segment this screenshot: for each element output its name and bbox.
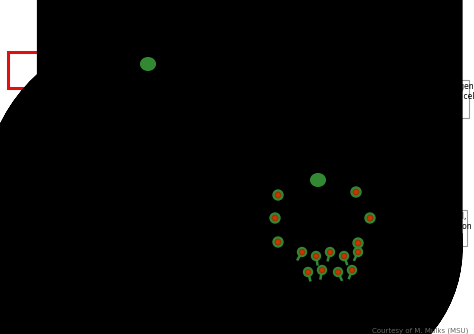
Ellipse shape <box>356 249 361 255</box>
Ellipse shape <box>318 266 327 275</box>
Ellipse shape <box>311 174 325 186</box>
Ellipse shape <box>347 266 356 275</box>
Ellipse shape <box>313 254 319 259</box>
Ellipse shape <box>355 240 361 246</box>
FancyBboxPatch shape <box>200 286 296 324</box>
Text: Replication of viral DNA and
destruction of bacterial DNA: Replication of viral DNA and destruction… <box>12 283 121 302</box>
Bar <box>8 122 108 148</box>
FancyBboxPatch shape <box>89 237 207 279</box>
Ellipse shape <box>305 270 310 275</box>
Ellipse shape <box>273 190 283 200</box>
Ellipse shape <box>300 249 304 255</box>
Bar <box>8 283 128 305</box>
Text: Replication of viral DNA and
destruction of bacterial DNA: Replication of viral DNA and destruction… <box>13 285 123 304</box>
Bar <box>385 80 469 118</box>
Ellipse shape <box>351 187 361 197</box>
Ellipse shape <box>275 192 281 198</box>
Ellipse shape <box>141 58 155 70</box>
Ellipse shape <box>273 237 283 247</box>
Ellipse shape <box>303 268 312 277</box>
Text: Virus capsid synthesis
and assembly: Virus capsid synthesis and assembly <box>347 283 433 302</box>
Ellipse shape <box>334 268 343 277</box>
Ellipse shape <box>353 238 363 248</box>
Bar <box>340 281 440 303</box>
Bar <box>8 281 126 303</box>
Bar <box>8 205 116 239</box>
Bar <box>383 210 467 246</box>
Text: Crossover and stable gene
transfer into recipient cell
chromosome: Crossover and stable gene transfer into … <box>376 82 474 112</box>
Ellipse shape <box>298 247 307 257</box>
FancyBboxPatch shape <box>89 74 207 118</box>
Ellipse shape <box>341 254 346 259</box>
FancyBboxPatch shape <box>275 74 385 118</box>
FancyBboxPatch shape <box>288 244 384 282</box>
Ellipse shape <box>275 239 281 245</box>
Text: Phage DNA integrates
Into chromosome: Phage DNA integrates Into chromosome <box>16 124 100 143</box>
Ellipse shape <box>311 252 320 261</box>
FancyBboxPatch shape <box>89 160 207 200</box>
Ellipse shape <box>365 213 375 223</box>
FancyBboxPatch shape <box>298 191 362 241</box>
Ellipse shape <box>336 270 340 275</box>
Text: Courtesy of M. Mulks (MSU): Courtesy of M. Mulks (MSU) <box>372 328 468 334</box>
Ellipse shape <box>270 213 280 223</box>
Ellipse shape <box>367 215 373 221</box>
Ellipse shape <box>328 249 333 255</box>
Ellipse shape <box>272 215 278 221</box>
Text: Lysis of bacterial cell,
phage release, infection
of new bacterial cell: Lysis of bacterial cell, phage release, … <box>379 212 471 242</box>
Ellipse shape <box>319 268 325 273</box>
Ellipse shape <box>326 247 335 257</box>
Ellipse shape <box>353 189 359 195</box>
Bar <box>8 52 80 88</box>
Text: Prophage de-integrates
and picks up piece of
bacterial chromosome: Prophage de-integrates and picks up piec… <box>17 207 107 237</box>
Ellipse shape <box>339 252 348 261</box>
Ellipse shape <box>354 247 363 257</box>
Ellipse shape <box>349 268 355 273</box>
Text: Specialized transduction: Specialized transduction <box>91 15 383 35</box>
